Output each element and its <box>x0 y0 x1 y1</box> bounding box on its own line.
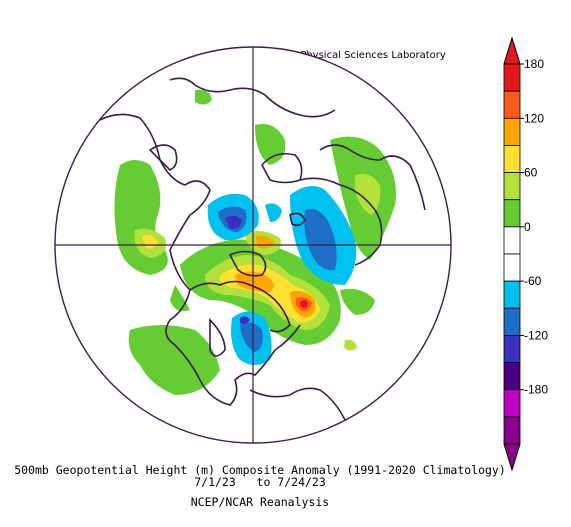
colorbar-max-arrow <box>503 36 521 65</box>
colorbar-tick-label: -120 <box>524 328 548 342</box>
coastlines <box>99 77 426 421</box>
colorbar-cell <box>503 362 521 391</box>
caption-source: NCEP/NCAR Reanalysis <box>190 495 330 509</box>
colorbar-tick-label: -180 <box>524 383 548 397</box>
caption-title: 500mb Geopotential Height (m) Composite … <box>14 463 506 477</box>
colorbar-cell <box>503 63 521 92</box>
polar-map <box>54 46 452 444</box>
colorbar-cell <box>503 389 521 418</box>
colorbar-cell <box>503 145 521 173</box>
colorbar-cell <box>503 307 521 336</box>
colorbar-cell <box>503 335 521 363</box>
caption-dates: 7/1/23 to 7/24/23 <box>194 475 326 489</box>
colorbar-tick-label: 60 <box>524 166 538 180</box>
colorbar-tick-label: 180 <box>524 57 544 71</box>
colorbar-cell <box>503 226 521 255</box>
colorbar: 180 120 60 0 -60 -120 -180 <box>503 36 548 472</box>
colorbar-tick-label: 120 <box>524 111 544 125</box>
colorbar-cell <box>503 90 521 119</box>
colorbar-cell <box>503 280 521 309</box>
colorbar-cell <box>503 253 521 282</box>
colorbar-cell <box>503 117 521 146</box>
colorbar-cell <box>503 172 521 201</box>
colorbar-tick-label: 0 <box>524 220 531 234</box>
colorbar-tick-label: -60 <box>524 274 542 288</box>
graticule <box>55 47 451 443</box>
source-label: NOAA Physical Sciences Laboratory <box>268 50 446 61</box>
colorbar-cell <box>503 416 521 445</box>
positive-anomaly-regions <box>114 89 396 395</box>
globe-outline <box>54 46 452 444</box>
colorbar-min-arrow <box>503 443 521 472</box>
colorbar-cell <box>503 199 521 228</box>
negative-anomaly-regions <box>207 186 357 365</box>
